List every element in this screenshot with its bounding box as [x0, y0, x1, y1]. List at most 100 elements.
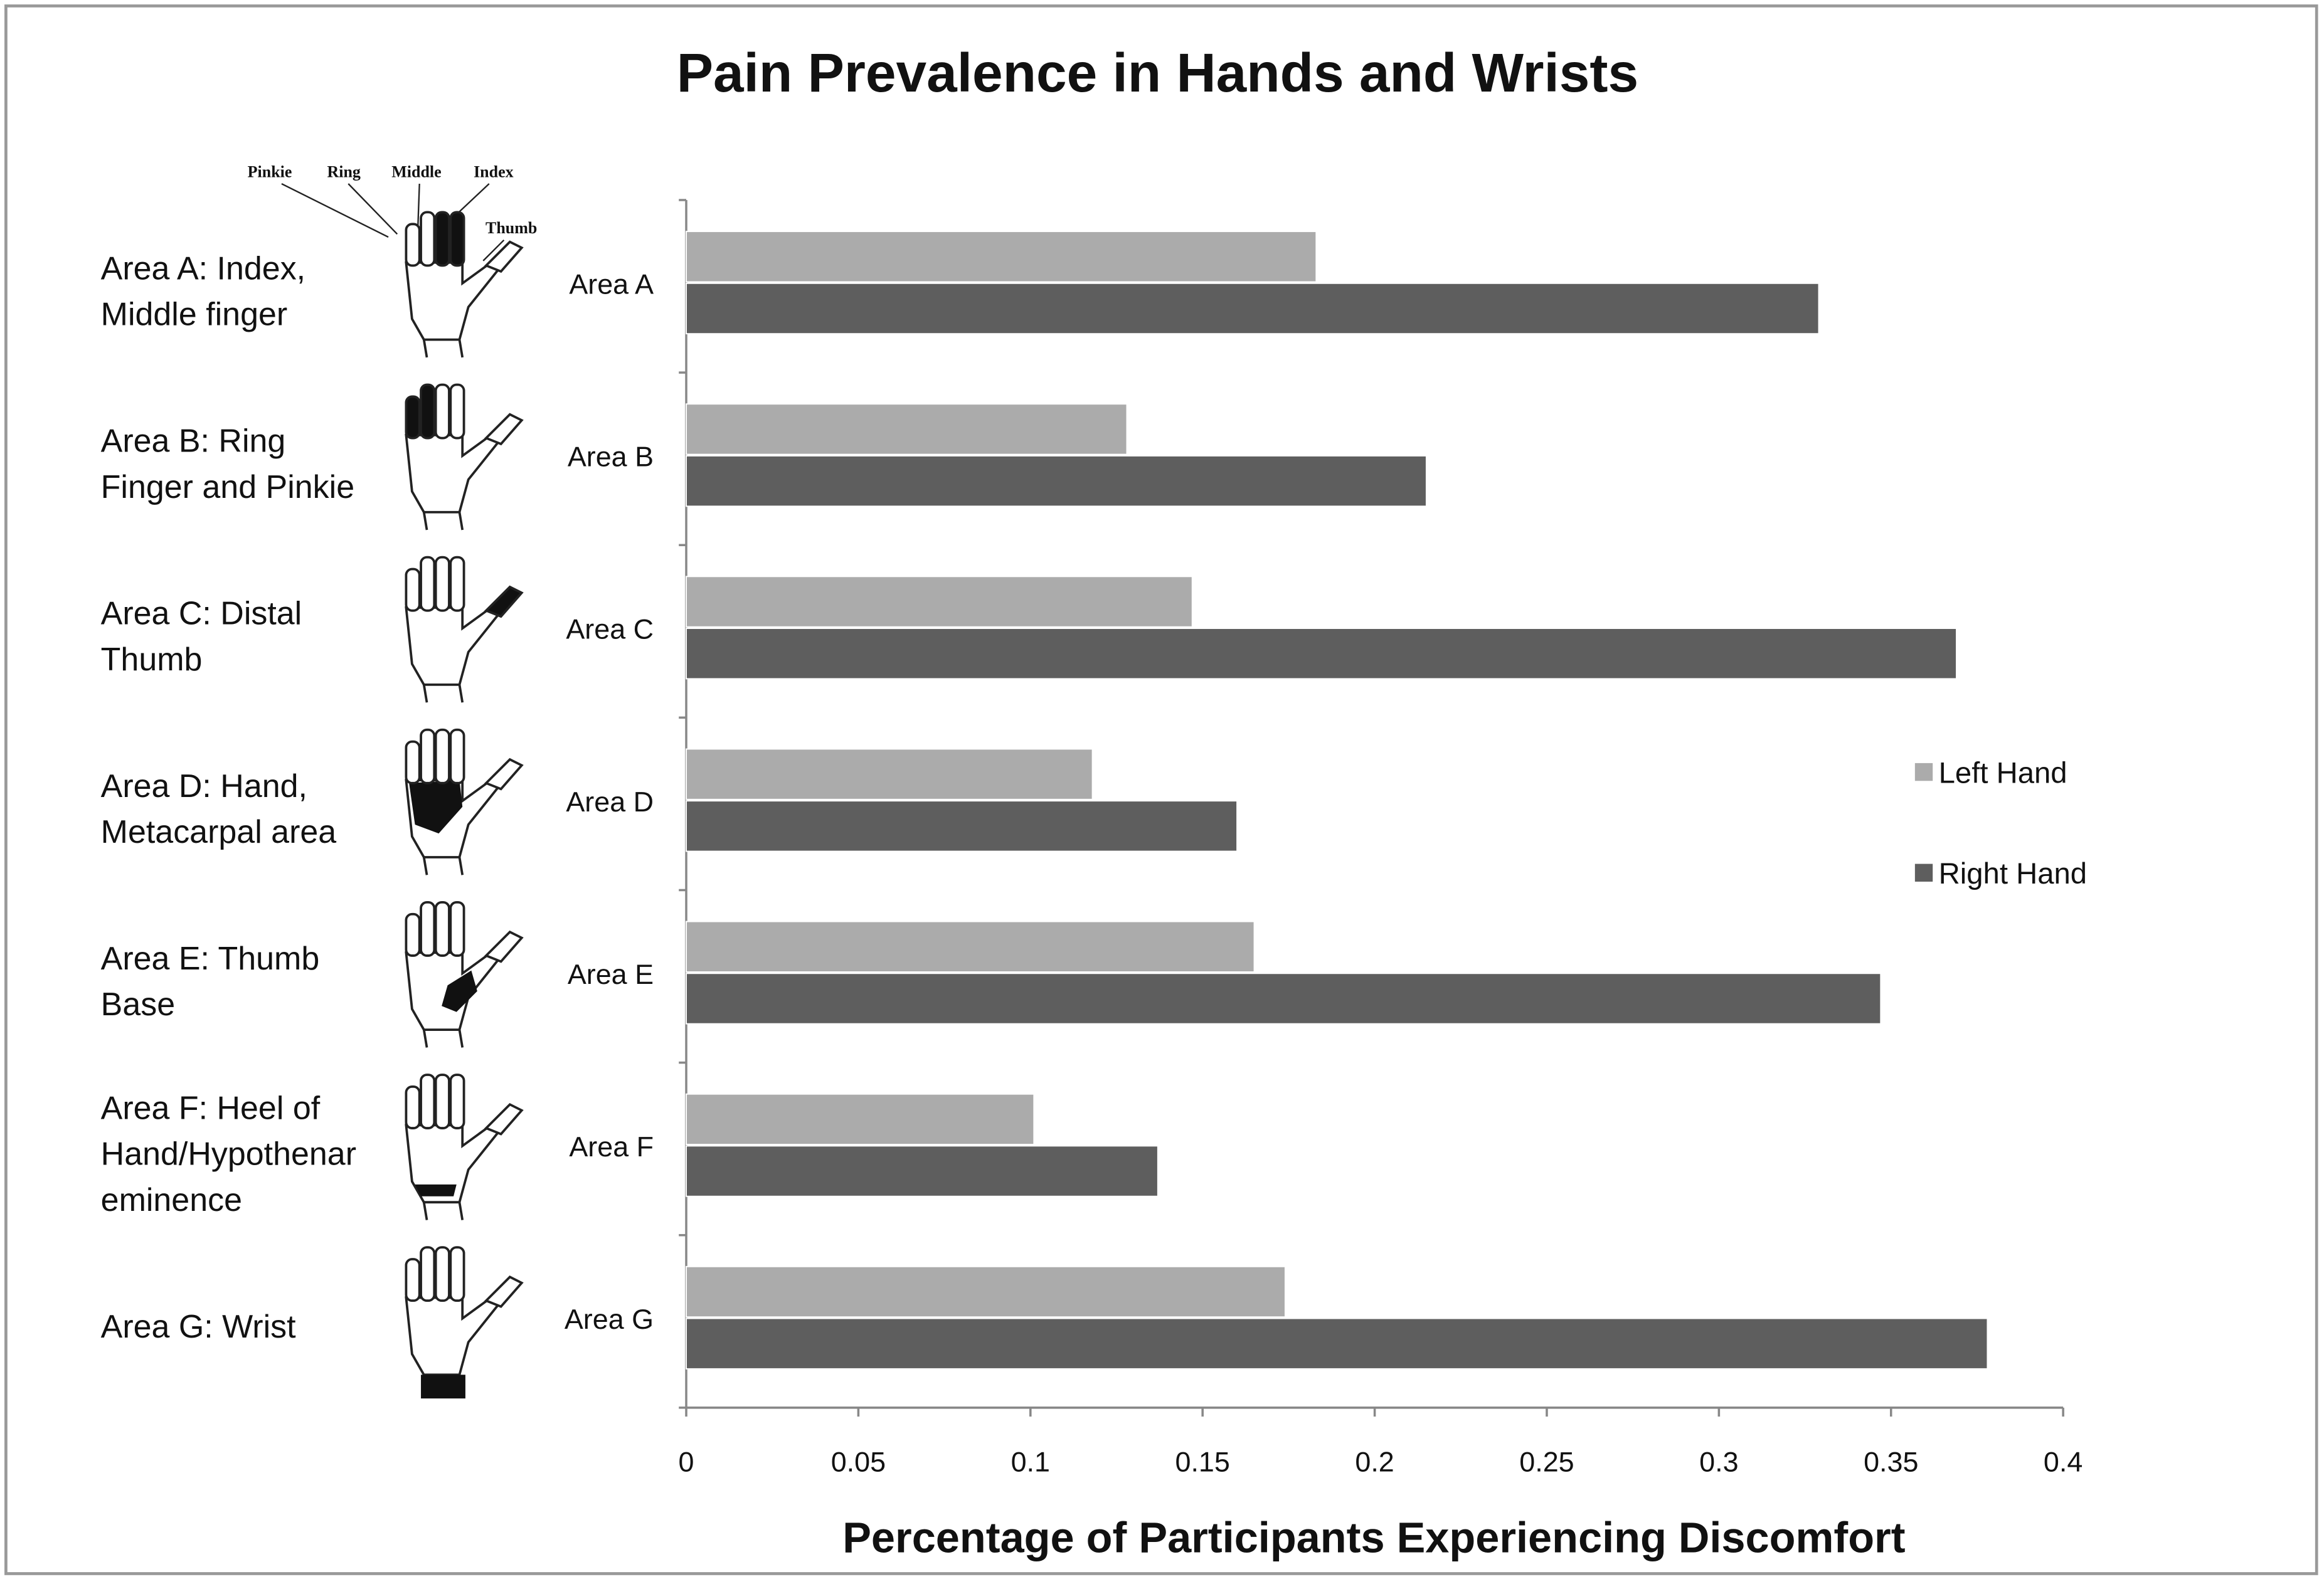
- hand-finger: [420, 211, 436, 267]
- hand-wrist: [458, 512, 464, 531]
- hand-thumb: [484, 1102, 524, 1136]
- bar: [686, 1265, 1286, 1318]
- area-description: Area D: Hand,: [101, 768, 307, 805]
- hand-wrist: [458, 339, 464, 358]
- x-tick-label: 0.1: [1011, 1445, 1050, 1477]
- hand-thumb: [484, 240, 524, 273]
- area-description: Area C: Distal: [101, 596, 302, 632]
- hand-wrist: [458, 684, 464, 703]
- area-description: Area E: Thumb: [101, 941, 320, 977]
- hand-thumb: [484, 413, 524, 446]
- hand-finger: [434, 900, 450, 957]
- area-description: Middle finger: [101, 297, 288, 333]
- x-tick-label: 0.2: [1355, 1445, 1394, 1477]
- y-tick-label: Area D: [566, 786, 654, 818]
- hand-highlight: [421, 1375, 465, 1399]
- x-tick-label: 0: [679, 1445, 694, 1477]
- hand-finger: [449, 383, 465, 440]
- y-tick-label: Area E: [568, 958, 654, 990]
- bar: [686, 748, 1093, 800]
- finger-label: Thumb: [485, 219, 537, 237]
- bar: [686, 1093, 1035, 1145]
- hand-palm: [405, 1293, 506, 1376]
- area-description: Base: [101, 986, 175, 1023]
- bar: [686, 1145, 1159, 1197]
- hand-wrist: [422, 857, 428, 875]
- bar: [686, 576, 1193, 628]
- area-description: Metacarpal area: [101, 814, 337, 850]
- bar: [686, 973, 1882, 1025]
- chart-title: Pain Prevalence in Hands and Wrists: [677, 42, 1638, 103]
- bar: [686, 282, 1820, 335]
- hand-finger: [434, 211, 450, 267]
- area-description: Area A: Index,: [101, 250, 305, 287]
- hand-thumb: [484, 758, 524, 791]
- hand-highlight: [442, 970, 477, 1012]
- hand-thumb: [484, 585, 524, 618]
- bar: [686, 1317, 1988, 1370]
- area-description: Area F: Heel of: [101, 1090, 321, 1126]
- hand-finger: [434, 1246, 450, 1302]
- hand-finger: [434, 728, 450, 784]
- legend-swatch: [1914, 763, 1933, 781]
- hand-wrist: [422, 1029, 428, 1048]
- hand-thumb: [484, 930, 524, 963]
- hand-palm: [405, 258, 506, 341]
- hand-finger: [420, 1246, 436, 1302]
- hand-wrist: [422, 1201, 428, 1220]
- hand-wrist: [458, 857, 464, 875]
- finger-label: Pinkie: [248, 162, 292, 181]
- hand-finger: [405, 1085, 421, 1129]
- hand-finger: [420, 728, 436, 784]
- area-description: eminence: [101, 1182, 242, 1218]
- area-description: Finger and Pinkie: [101, 469, 354, 505]
- x-tick-label: 0.35: [1864, 1445, 1918, 1477]
- hand-finger: [420, 556, 436, 612]
- finger-pointer: [281, 182, 389, 238]
- bar: [686, 403, 1128, 455]
- x-tick-label: 0.05: [831, 1445, 886, 1477]
- hand-finger: [420, 1074, 436, 1129]
- hand-palm: [405, 603, 506, 686]
- hand-finger: [434, 383, 450, 440]
- legend-swatch: [1914, 863, 1933, 882]
- finger-pointer: [482, 239, 505, 261]
- hand-finger: [434, 556, 450, 612]
- hand-palm: [405, 431, 506, 514]
- area-description: Area B: Ring: [101, 423, 286, 460]
- hand-finger: [449, 211, 465, 267]
- hand-finger: [405, 912, 421, 957]
- hand-finger: [434, 1074, 450, 1129]
- x-tick-label: 0.25: [1519, 1445, 1574, 1477]
- hand-finger: [405, 740, 421, 784]
- finger-label: Index: [474, 162, 514, 181]
- x-axis-label: Percentage of Participants Experiencing …: [842, 1514, 1905, 1562]
- bar: [686, 455, 1427, 507]
- hand-wrist: [422, 339, 428, 358]
- hand-wrist: [458, 1201, 464, 1220]
- hand-wrist: [422, 684, 428, 703]
- x-tick-label: 0.15: [1175, 1445, 1230, 1477]
- hand-finger: [405, 395, 421, 440]
- bar: [686, 231, 1317, 283]
- y-tick-label: Area C: [566, 613, 654, 645]
- y-tick-label: Area B: [568, 441, 654, 473]
- hand-finger: [405, 1258, 421, 1302]
- y-tick-label: Area A: [569, 268, 654, 300]
- area-description: Thumb: [101, 642, 203, 678]
- y-tick-label: Area F: [569, 1131, 654, 1163]
- finger-pointer: [417, 183, 420, 226]
- hand-highlight: [409, 780, 463, 834]
- finger-label: Middle: [391, 162, 441, 181]
- area-description: Area G: Wrist: [101, 1309, 296, 1345]
- hand-finger: [449, 1246, 465, 1302]
- legend-label: Left Hand: [1939, 756, 2067, 789]
- legend-label: Right Hand: [1939, 857, 2087, 890]
- hand-finger: [449, 728, 465, 784]
- hand-finger: [449, 556, 465, 612]
- area-description: Hand/Hypothenar: [101, 1136, 356, 1173]
- bar: [686, 800, 1238, 852]
- hand-finger: [449, 1074, 465, 1129]
